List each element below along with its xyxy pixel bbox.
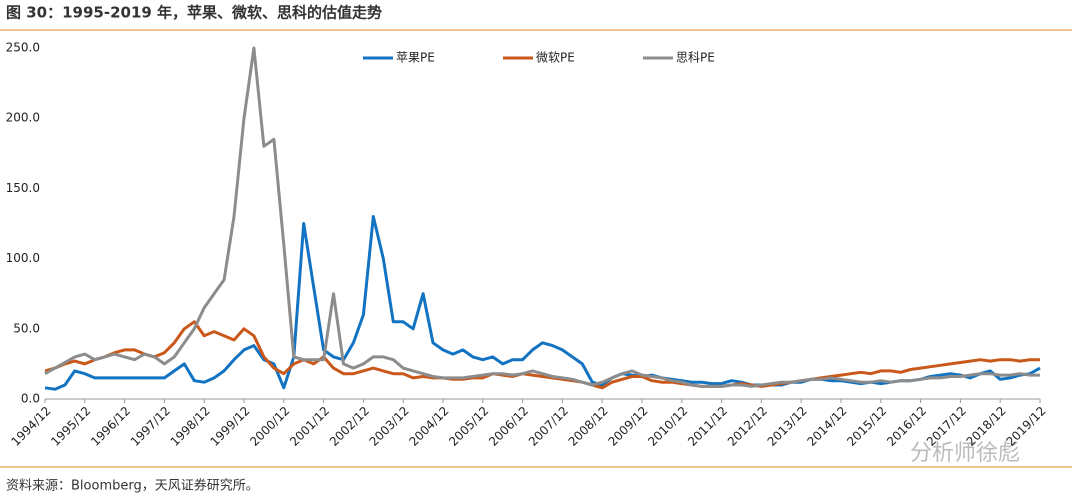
x-tick-label: 1994/12 — [8, 404, 53, 449]
x-tick-label: 2014/12 — [804, 404, 849, 449]
legend-label: 微软PE — [536, 51, 575, 65]
x-tick-label: 2005/12 — [446, 404, 491, 449]
series-line — [44, 215, 1041, 391]
x-tick-label: 2008/12 — [566, 404, 611, 449]
legend-label: 苹果PE — [396, 51, 435, 65]
source-note: 资料来源：Bloomberg，天风证券研究所。 — [6, 478, 259, 494]
x-tick-label: 1999/12 — [207, 404, 252, 449]
x-tick-label: 2004/12 — [406, 404, 451, 449]
y-tick-label: 100.0 — [6, 251, 40, 265]
x-tick-label: 1995/12 — [48, 404, 93, 449]
y-tick-label: 0.0 — [21, 392, 40, 406]
x-tick-label: 2002/12 — [327, 404, 372, 449]
series-line — [44, 46, 1040, 388]
chart-title: 图 30：1995-2019 年，苹果、微软、思科的估值走势 — [6, 4, 382, 22]
x-tick-label: 2012/12 — [725, 404, 770, 449]
y-tick-label: 50.0 — [13, 321, 40, 335]
series-line — [44, 320, 1040, 390]
x-tick-label: 2007/12 — [526, 404, 571, 449]
x-tick-label: 2001/12 — [287, 404, 332, 449]
x-tick-label: 1998/12 — [168, 404, 213, 449]
x-tick-label: 2010/12 — [645, 404, 690, 449]
x-tick-label: 1997/12 — [128, 404, 173, 449]
x-tick-label: 2009/12 — [605, 404, 650, 449]
y-tick-label: 200.0 — [6, 111, 40, 125]
x-tick-label: 1996/12 — [88, 404, 133, 449]
x-tick-label: 2011/12 — [685, 404, 730, 449]
x-tick-label: 2000/12 — [247, 404, 292, 449]
x-tick-label: 2006/12 — [486, 404, 531, 449]
y-tick-label: 250.0 — [6, 41, 40, 55]
watermark: 分析师徐彪 — [910, 441, 1020, 466]
x-tick-label: 2019/12 — [1003, 404, 1048, 449]
x-tick-label: 2003/12 — [367, 404, 412, 449]
x-tick-label: 2015/12 — [844, 404, 889, 449]
y-tick-label: 150.0 — [6, 181, 40, 195]
x-tick-label: 2013/12 — [765, 404, 810, 449]
legend-label: 思科PE — [676, 51, 715, 65]
